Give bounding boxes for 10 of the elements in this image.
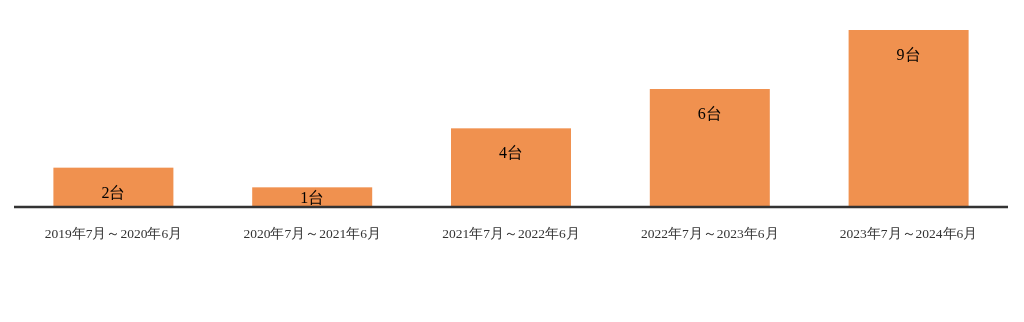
x-tick-label: 2021年7月～2022年6月 xyxy=(442,226,580,241)
x-tick-label: 2022年7月～2023年6月 xyxy=(641,226,779,241)
data-label: 6台 xyxy=(697,105,722,122)
data-label: 9台 xyxy=(896,46,921,63)
x-tick-label: 2020年7月～2021年6月 xyxy=(243,226,381,241)
x-tick-label: 2019年7月～2020年6月 xyxy=(44,226,183,241)
data-label: 1台 xyxy=(300,189,325,206)
data-label: 2台 xyxy=(101,183,126,201)
x-tick-label: 2023年7月～2024年6月 xyxy=(839,226,978,241)
data-label: 4台 xyxy=(499,144,523,162)
